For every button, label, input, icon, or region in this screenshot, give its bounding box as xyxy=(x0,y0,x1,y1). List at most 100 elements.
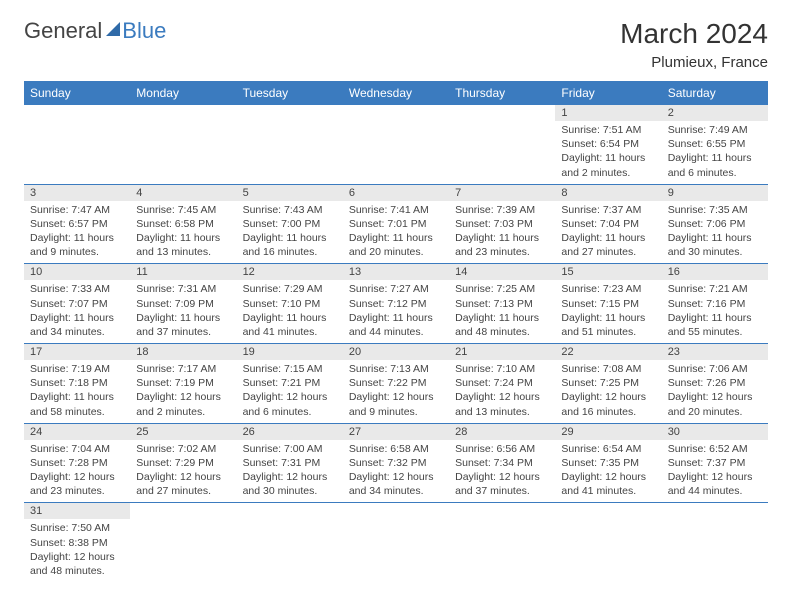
calendar-cell: 16Sunrise: 7:21 AMSunset: 7:16 PMDayligh… xyxy=(662,264,768,344)
calendar-cell: 9Sunrise: 7:35 AMSunset: 7:06 PMDaylight… xyxy=(662,184,768,264)
calendar-cell: 19Sunrise: 7:15 AMSunset: 7:21 PMDayligh… xyxy=(237,344,343,424)
day-info: Sunrise: 6:54 AMSunset: 7:35 PMDaylight:… xyxy=(555,440,661,503)
day-info: Sunrise: 7:06 AMSunset: 7:26 PMDaylight:… xyxy=(662,360,768,423)
day-info: Sunrise: 7:10 AMSunset: 7:24 PMDaylight:… xyxy=(449,360,555,423)
day-number: 29 xyxy=(555,424,661,440)
day-info: Sunrise: 7:21 AMSunset: 7:16 PMDaylight:… xyxy=(662,280,768,343)
day-number: 9 xyxy=(662,185,768,201)
day-number: 31 xyxy=(24,503,130,519)
day-info: Sunrise: 6:56 AMSunset: 7:34 PMDaylight:… xyxy=(449,440,555,503)
calendar-row: 24Sunrise: 7:04 AMSunset: 7:28 PMDayligh… xyxy=(24,423,768,503)
day-number: 10 xyxy=(24,264,130,280)
day-info: Sunrise: 7:41 AMSunset: 7:01 PMDaylight:… xyxy=(343,201,449,264)
calendar-cell xyxy=(662,503,768,582)
day-info: Sunrise: 7:00 AMSunset: 7:31 PMDaylight:… xyxy=(237,440,343,503)
calendar-cell: 14Sunrise: 7:25 AMSunset: 7:13 PMDayligh… xyxy=(449,264,555,344)
calendar-cell: 25Sunrise: 7:02 AMSunset: 7:29 PMDayligh… xyxy=(130,423,236,503)
day-info: Sunrise: 7:37 AMSunset: 7:04 PMDaylight:… xyxy=(555,201,661,264)
calendar-cell xyxy=(130,503,236,582)
calendar-cell: 7Sunrise: 7:39 AMSunset: 7:03 PMDaylight… xyxy=(449,184,555,264)
calendar-cell xyxy=(24,105,130,184)
day-number: 14 xyxy=(449,264,555,280)
weekday-header: Friday xyxy=(555,81,661,105)
weekday-header: Wednesday xyxy=(343,81,449,105)
calendar-row: 31Sunrise: 7:50 AMSunset: 8:38 PMDayligh… xyxy=(24,503,768,582)
day-number: 23 xyxy=(662,344,768,360)
calendar-cell xyxy=(130,105,236,184)
weekday-header: Saturday xyxy=(662,81,768,105)
calendar-cell: 13Sunrise: 7:27 AMSunset: 7:12 PMDayligh… xyxy=(343,264,449,344)
day-number: 19 xyxy=(237,344,343,360)
day-number: 6 xyxy=(343,185,449,201)
calendar-cell: 10Sunrise: 7:33 AMSunset: 7:07 PMDayligh… xyxy=(24,264,130,344)
day-number: 2 xyxy=(662,105,768,121)
day-number: 18 xyxy=(130,344,236,360)
day-info: Sunrise: 7:31 AMSunset: 7:09 PMDaylight:… xyxy=(130,280,236,343)
logo-sail-icon xyxy=(106,22,120,36)
day-number: 25 xyxy=(130,424,236,440)
calendar-cell xyxy=(237,105,343,184)
day-number: 30 xyxy=(662,424,768,440)
logo-part1: General xyxy=(24,18,102,44)
calendar-cell xyxy=(343,105,449,184)
day-info: Sunrise: 7:51 AMSunset: 6:54 PMDaylight:… xyxy=(555,121,661,184)
logo-part2: Blue xyxy=(122,18,166,44)
day-info: Sunrise: 7:13 AMSunset: 7:22 PMDaylight:… xyxy=(343,360,449,423)
calendar-row: 10Sunrise: 7:33 AMSunset: 7:07 PMDayligh… xyxy=(24,264,768,344)
day-number: 24 xyxy=(24,424,130,440)
calendar-cell: 30Sunrise: 6:52 AMSunset: 7:37 PMDayligh… xyxy=(662,423,768,503)
page-title: March 2024 xyxy=(620,18,768,50)
calendar-cell: 20Sunrise: 7:13 AMSunset: 7:22 PMDayligh… xyxy=(343,344,449,424)
title-block: March 2024 Plumieux, France xyxy=(620,18,768,71)
day-number: 5 xyxy=(237,185,343,201)
day-info: Sunrise: 7:39 AMSunset: 7:03 PMDaylight:… xyxy=(449,201,555,264)
day-number: 21 xyxy=(449,344,555,360)
calendar-cell: 11Sunrise: 7:31 AMSunset: 7:09 PMDayligh… xyxy=(130,264,236,344)
calendar-cell: 5Sunrise: 7:43 AMSunset: 7:00 PMDaylight… xyxy=(237,184,343,264)
weekday-header-row: Sunday Monday Tuesday Wednesday Thursday… xyxy=(24,81,768,105)
day-info: Sunrise: 7:25 AMSunset: 7:13 PMDaylight:… xyxy=(449,280,555,343)
day-info: Sunrise: 7:15 AMSunset: 7:21 PMDaylight:… xyxy=(237,360,343,423)
day-info: Sunrise: 7:02 AMSunset: 7:29 PMDaylight:… xyxy=(130,440,236,503)
day-number: 27 xyxy=(343,424,449,440)
day-number: 3 xyxy=(24,185,130,201)
weekday-header: Tuesday xyxy=(237,81,343,105)
day-number: 16 xyxy=(662,264,768,280)
calendar-row: 3Sunrise: 7:47 AMSunset: 6:57 PMDaylight… xyxy=(24,184,768,264)
calendar-cell: 6Sunrise: 7:41 AMSunset: 7:01 PMDaylight… xyxy=(343,184,449,264)
calendar-cell: 4Sunrise: 7:45 AMSunset: 6:58 PMDaylight… xyxy=(130,184,236,264)
day-number: 4 xyxy=(130,185,236,201)
calendar-cell: 29Sunrise: 6:54 AMSunset: 7:35 PMDayligh… xyxy=(555,423,661,503)
day-number: 12 xyxy=(237,264,343,280)
logo: General Blue xyxy=(24,18,166,44)
day-number: 20 xyxy=(343,344,449,360)
calendar-cell: 26Sunrise: 7:00 AMSunset: 7:31 PMDayligh… xyxy=(237,423,343,503)
calendar-cell: 3Sunrise: 7:47 AMSunset: 6:57 PMDaylight… xyxy=(24,184,130,264)
calendar-cell: 1Sunrise: 7:51 AMSunset: 6:54 PMDaylight… xyxy=(555,105,661,184)
calendar-cell: 23Sunrise: 7:06 AMSunset: 7:26 PMDayligh… xyxy=(662,344,768,424)
day-number: 15 xyxy=(555,264,661,280)
calendar-cell: 12Sunrise: 7:29 AMSunset: 7:10 PMDayligh… xyxy=(237,264,343,344)
day-info: Sunrise: 6:58 AMSunset: 7:32 PMDaylight:… xyxy=(343,440,449,503)
day-number: 7 xyxy=(449,185,555,201)
calendar-cell xyxy=(555,503,661,582)
day-number: 1 xyxy=(555,105,661,121)
calendar-cell xyxy=(237,503,343,582)
day-info: Sunrise: 7:19 AMSunset: 7:18 PMDaylight:… xyxy=(24,360,130,423)
day-info: Sunrise: 7:04 AMSunset: 7:28 PMDaylight:… xyxy=(24,440,130,503)
calendar-cell xyxy=(343,503,449,582)
calendar-cell: 24Sunrise: 7:04 AMSunset: 7:28 PMDayligh… xyxy=(24,423,130,503)
day-number: 26 xyxy=(237,424,343,440)
calendar-row: 17Sunrise: 7:19 AMSunset: 7:18 PMDayligh… xyxy=(24,344,768,424)
day-info: Sunrise: 7:35 AMSunset: 7:06 PMDaylight:… xyxy=(662,201,768,264)
location-label: Plumieux, France xyxy=(620,54,768,71)
calendar-cell xyxy=(449,503,555,582)
day-number: 22 xyxy=(555,344,661,360)
weekday-header: Thursday xyxy=(449,81,555,105)
day-number: 8 xyxy=(555,185,661,201)
day-info: Sunrise: 7:33 AMSunset: 7:07 PMDaylight:… xyxy=(24,280,130,343)
day-info: Sunrise: 6:52 AMSunset: 7:37 PMDaylight:… xyxy=(662,440,768,503)
day-info: Sunrise: 7:27 AMSunset: 7:12 PMDaylight:… xyxy=(343,280,449,343)
day-info: Sunrise: 7:49 AMSunset: 6:55 PMDaylight:… xyxy=(662,121,768,184)
weekday-header: Sunday xyxy=(24,81,130,105)
